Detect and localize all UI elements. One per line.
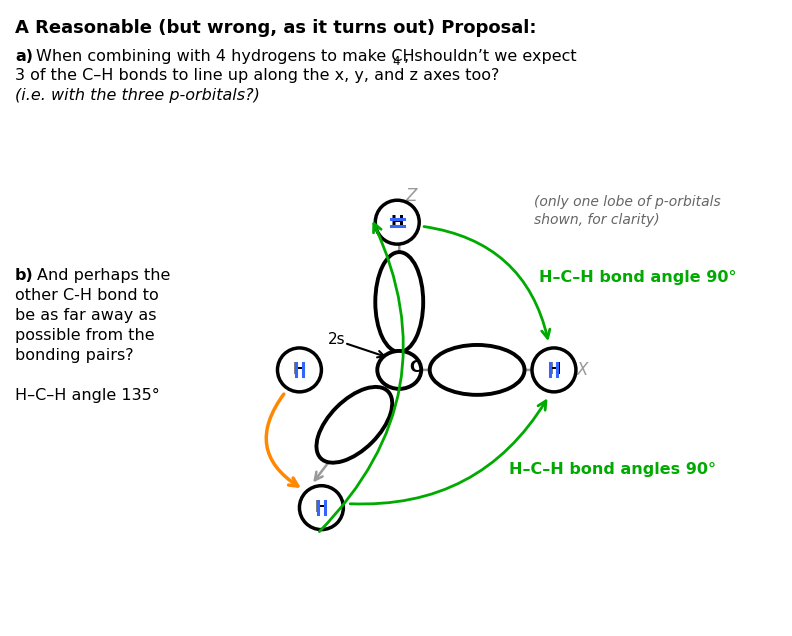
Circle shape — [299, 486, 344, 530]
Text: A Reasonable (but wrong, as it turns out) Proposal:: A Reasonable (but wrong, as it turns out… — [15, 18, 536, 36]
Text: X: X — [577, 361, 588, 379]
Text: H–C–H bond angles 90°: H–C–H bond angles 90° — [509, 462, 716, 477]
Circle shape — [277, 348, 322, 392]
Text: (i.e. with the three p-orbitals?): (i.e. with the three p-orbitals?) — [15, 88, 260, 104]
Text: shown, for clarity): shown, for clarity) — [534, 213, 660, 227]
Text: C: C — [409, 361, 421, 375]
Text: Z: Z — [406, 187, 417, 205]
Text: bonding pairs?: bonding pairs? — [15, 348, 134, 363]
Text: H–C–H angle 135°: H–C–H angle 135° — [15, 388, 160, 403]
Circle shape — [532, 348, 576, 392]
Text: , shouldn’t we expect: , shouldn’t we expect — [399, 48, 577, 64]
Text: b): b) — [15, 268, 34, 283]
Ellipse shape — [317, 387, 392, 462]
Text: H: H — [547, 363, 561, 377]
Text: H: H — [293, 363, 307, 377]
Ellipse shape — [377, 351, 421, 389]
Text: When combining with 4 hydrogens to make CH: When combining with 4 hydrogens to make … — [36, 48, 414, 64]
Ellipse shape — [430, 345, 524, 395]
Text: be as far away as: be as far away as — [15, 308, 157, 323]
Text: Y: Y — [303, 492, 313, 509]
Text: H: H — [390, 215, 404, 230]
Text: H–C–H bond angle 90°: H–C–H bond angle 90° — [539, 270, 737, 285]
Text: 4: 4 — [392, 55, 400, 69]
Text: 3 of the C–H bonds to line up along the x, y, and z axes too?: 3 of the C–H bonds to line up along the … — [15, 69, 499, 83]
Text: 2s: 2s — [327, 333, 345, 347]
Circle shape — [375, 200, 419, 244]
Text: And perhaps the: And perhaps the — [37, 268, 170, 283]
Text: other C-H bond to: other C-H bond to — [15, 288, 158, 303]
Text: (only one lobe of p-orbitals: (only one lobe of p-orbitals — [534, 195, 721, 209]
Text: possible from the: possible from the — [15, 328, 154, 343]
Ellipse shape — [375, 252, 423, 352]
Text: H: H — [314, 500, 328, 515]
Text: a): a) — [15, 48, 33, 64]
